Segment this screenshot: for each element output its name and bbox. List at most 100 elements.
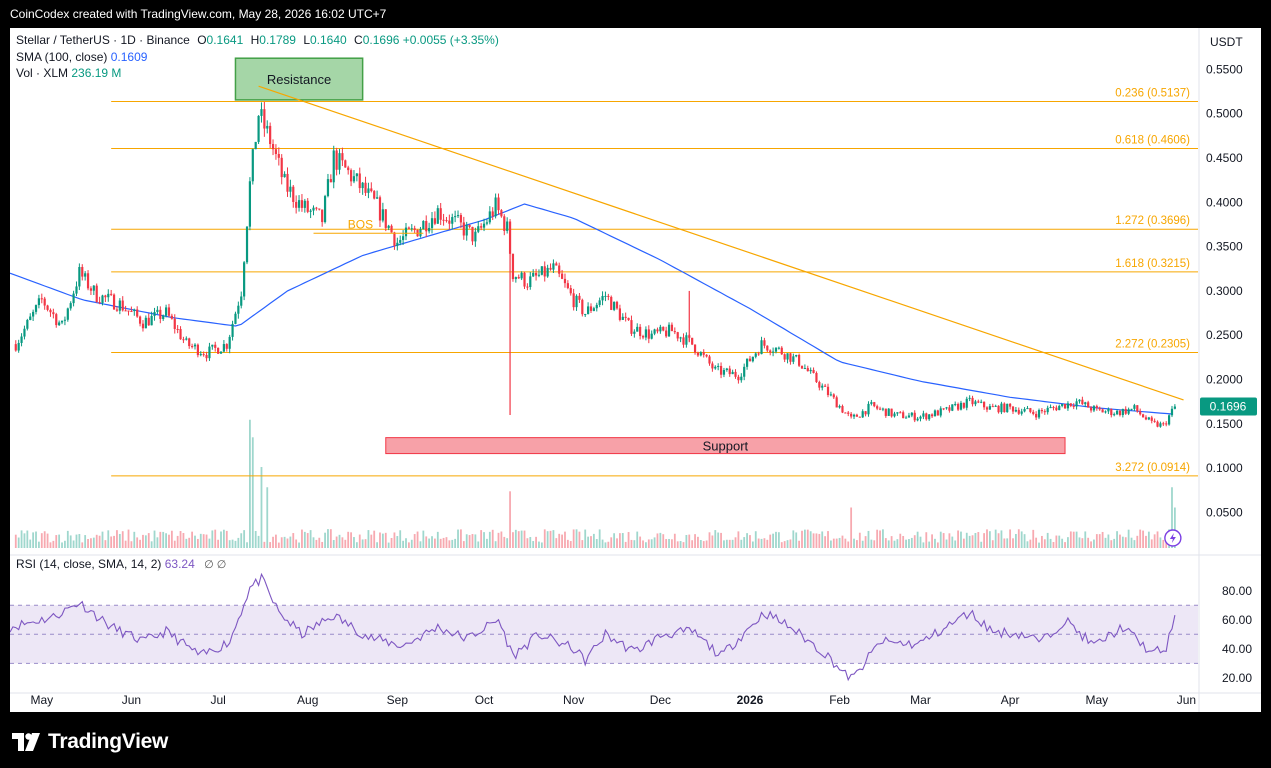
candle-body xyxy=(702,352,705,355)
volume-bar xyxy=(653,537,656,548)
candle-body xyxy=(523,272,526,287)
sma-label[interactable]: SMA (100, close) xyxy=(16,49,108,64)
volume-bar xyxy=(263,541,266,548)
volume-bar xyxy=(436,531,439,548)
volume-bar xyxy=(416,531,419,548)
candle-body xyxy=(375,197,379,199)
rsi-hidden-icons[interactable]: ∅ ∅ xyxy=(204,559,227,571)
candle-body xyxy=(266,125,269,129)
candle-body xyxy=(876,406,879,409)
candle-body xyxy=(560,273,564,279)
symbol-title[interactable]: Stellar / TetherUS · 1D · Binance xyxy=(16,33,190,47)
volume-bar xyxy=(205,534,208,548)
resistance-trendline[interactable] xyxy=(258,85,1184,401)
volume-bar xyxy=(630,539,633,548)
volume-bar xyxy=(217,539,220,548)
volume-bar xyxy=(1098,534,1101,548)
candle-body xyxy=(40,298,43,300)
volume-bar xyxy=(977,532,980,548)
volume-bar xyxy=(483,532,485,548)
volume-bar xyxy=(425,536,428,548)
rsi-tick-label: 40.00 xyxy=(1222,642,1252,656)
tradingview-logo[interactable]: TradingView xyxy=(12,730,168,754)
price-tick-label: 0.4000 xyxy=(1206,195,1243,209)
resistance-zone[interactable] xyxy=(234,57,364,101)
candle-body xyxy=(508,221,512,254)
candle-body xyxy=(410,228,413,230)
volume-bar xyxy=(540,542,543,548)
volume-bar xyxy=(101,531,104,548)
candle-body xyxy=(864,411,867,415)
volume-bar xyxy=(1023,534,1026,548)
candle-body xyxy=(176,328,179,330)
volume-bar xyxy=(835,538,838,548)
volume-bar xyxy=(480,530,483,548)
volume-bar xyxy=(275,534,277,548)
volume-bar xyxy=(329,529,332,548)
candle-body xyxy=(569,288,572,294)
volume-bar xyxy=(1162,539,1165,548)
volume-bar xyxy=(890,536,893,548)
candle-body xyxy=(494,197,497,217)
volume-bar xyxy=(364,539,367,548)
chart-area[interactable]: 0.5500 0.5000 0.4500 0.4000 0.3500 0.3000 0.25… xyxy=(10,28,1261,712)
volume-bar xyxy=(766,539,769,548)
candle-body xyxy=(887,408,890,416)
candle-body xyxy=(309,210,312,212)
candle-body xyxy=(78,267,81,287)
candle-body xyxy=(959,402,963,410)
candle-body xyxy=(974,401,977,405)
candle-body xyxy=(451,217,454,224)
candle-body xyxy=(673,331,676,333)
candle-body xyxy=(72,293,75,304)
volume-bar xyxy=(312,537,315,548)
candle-body xyxy=(659,326,662,332)
volume-bar xyxy=(49,542,52,548)
candle-body xyxy=(783,354,786,360)
candle-body xyxy=(138,316,142,324)
volume-bar xyxy=(295,539,298,548)
volume-bar xyxy=(1075,531,1078,548)
volume-bar xyxy=(64,540,66,548)
candle-body xyxy=(867,403,870,415)
candle-body xyxy=(462,222,465,236)
candle-body xyxy=(1124,408,1127,414)
volume-bar xyxy=(257,535,260,548)
candle-body xyxy=(303,200,306,208)
volume-bar xyxy=(1090,541,1092,548)
volume-bar xyxy=(344,539,347,548)
volume-bar xyxy=(277,542,280,548)
time-tick-label: Jun xyxy=(1177,693,1196,707)
candle-body xyxy=(436,208,439,224)
candle-body xyxy=(997,405,1000,413)
candle-body xyxy=(878,408,882,410)
candle-body xyxy=(1072,405,1075,407)
volume-bar xyxy=(830,540,832,548)
candle-body xyxy=(552,263,555,270)
volume-bar xyxy=(173,540,176,548)
rsi-legend: RSI (14, close, SMA, 14, 2) 63.24 ∅ ∅ xyxy=(16,557,226,571)
candle-body xyxy=(329,179,332,183)
candle-body xyxy=(260,109,263,116)
volume-bar xyxy=(199,533,202,548)
volume-bar xyxy=(1127,529,1130,548)
volume-bar xyxy=(170,530,173,548)
volume-bar xyxy=(153,530,156,548)
price-tick-label: 0.1500 xyxy=(1206,417,1243,431)
candle-body xyxy=(364,182,367,193)
rsi-line xyxy=(10,572,1176,682)
volume-bar xyxy=(353,537,355,548)
candle-body xyxy=(442,219,445,221)
support-zone[interactable] xyxy=(385,437,1066,455)
candle-body xyxy=(205,354,208,359)
volume-bar xyxy=(1107,534,1110,548)
volume-bar xyxy=(824,536,827,548)
volume-bar xyxy=(566,539,569,548)
volume-label[interactable]: Vol · XLM xyxy=(16,66,69,80)
price-chart-svg[interactable]: 0.5500 0.5000 0.4500 0.4000 0.3500 0.3000 0.25… xyxy=(10,28,1261,712)
volume-bar xyxy=(751,541,754,548)
volume-bar xyxy=(1153,534,1156,548)
volume-bar xyxy=(338,534,341,548)
volume-bar xyxy=(512,532,514,548)
rsi-label[interactable]: RSI (14, close, SMA, 14, 2) xyxy=(16,557,162,571)
